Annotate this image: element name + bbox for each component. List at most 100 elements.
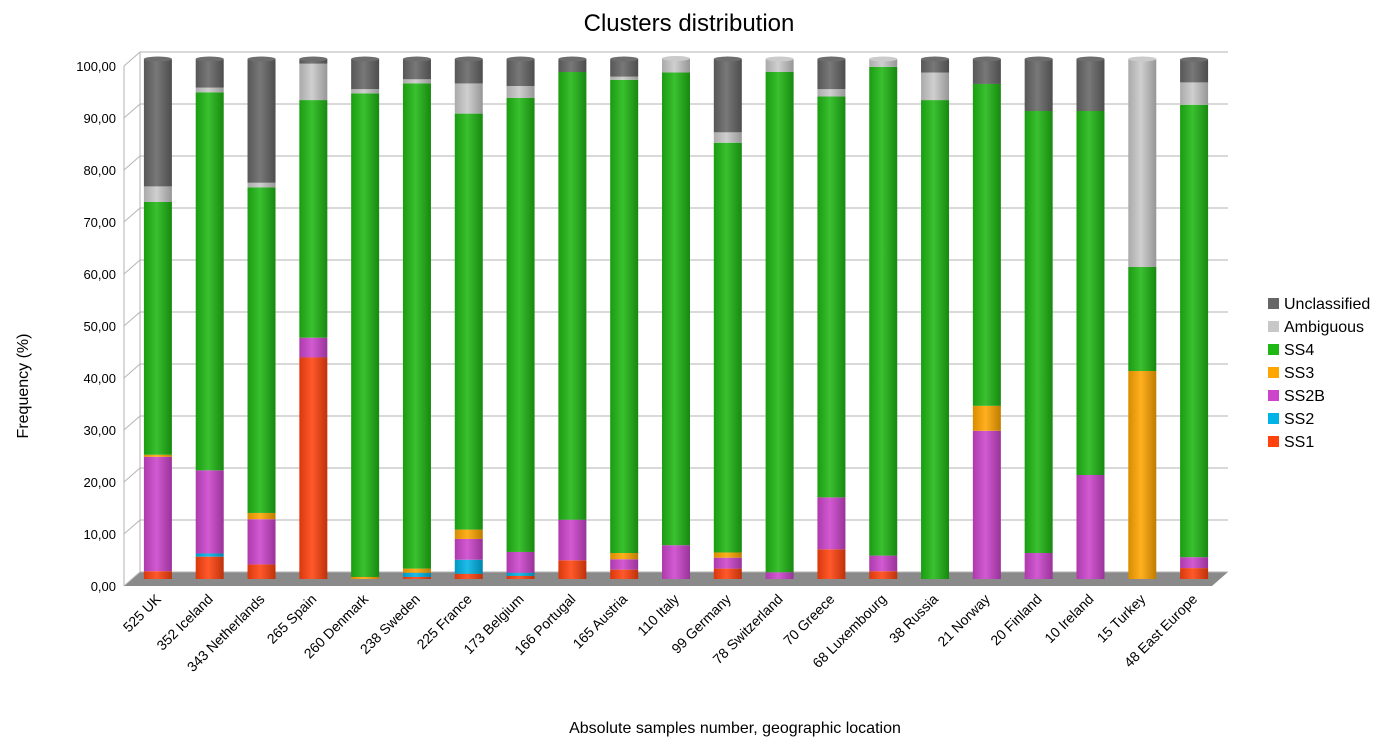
bar-top-cap bbox=[402, 56, 431, 62]
bar-segment-ss1-99-germany bbox=[713, 568, 742, 579]
bar-segment-ss2b-21-norway bbox=[972, 430, 1001, 579]
x-axis-title: Absolute samples number, geographic loca… bbox=[569, 720, 901, 737]
bar-segment-ss4-225-france bbox=[454, 113, 483, 530]
legend-swatch bbox=[1268, 413, 1279, 424]
bar-segment-ss1-68-luxembourg bbox=[869, 571, 898, 579]
bar-segment-unclassified-99-germany bbox=[713, 59, 742, 133]
bar-top-cap bbox=[817, 56, 846, 62]
y-tick-label: 50,00 bbox=[83, 319, 116, 334]
bar-segment-unclassified-343-netherlands bbox=[247, 59, 276, 183]
gridline-depth bbox=[123, 519, 141, 535]
legend-label: SS2B bbox=[1284, 388, 1325, 405]
bar-segment-ambiguous-15-turkey bbox=[1128, 59, 1157, 267]
bar-segment-ss3-260-denmark bbox=[351, 576, 380, 579]
y-tick-label: 60,00 bbox=[83, 267, 116, 282]
x-tick-label: 10 Ireland bbox=[1041, 591, 1096, 646]
bar-segment-ss4-70-greece bbox=[817, 96, 846, 498]
bar-segment-ss2b-48-east-europe bbox=[1180, 557, 1209, 569]
bar-segment-ss3-525-uk bbox=[143, 454, 172, 457]
bar-top-cap bbox=[921, 56, 950, 62]
bar-segment-ambiguous-70-greece bbox=[817, 89, 846, 97]
y-tick-label: 20,00 bbox=[83, 475, 116, 490]
gridline-depth bbox=[123, 155, 141, 171]
bar-segment-ss3-99-germany bbox=[713, 552, 742, 558]
bar-stack-10-ireland bbox=[1076, 56, 1105, 579]
bar-top-cap bbox=[143, 56, 172, 62]
bar-stack-265-spain bbox=[299, 56, 328, 579]
bar-segment-ambiguous-78-switzerland bbox=[765, 59, 794, 72]
y-axis-ticks: 0,00 10,00 20,00 30,00 40,00 50,00 60,00 70,00 8… bbox=[76, 59, 116, 594]
bar-top-cap bbox=[299, 56, 328, 62]
bar-segment-unclassified-38-russia bbox=[921, 59, 950, 73]
gridline-depth bbox=[123, 571, 141, 587]
bar-segment-ss1-352-iceland bbox=[195, 556, 224, 579]
gridline-depth bbox=[123, 415, 141, 431]
bar-segment-unclassified-173-belgium bbox=[506, 59, 535, 87]
legend-item-ss3: SS3 bbox=[1268, 365, 1314, 382]
bar-segment-ss4-38-russia bbox=[921, 100, 950, 579]
bar-segment-ss4-260-denmark bbox=[351, 93, 380, 577]
bar-segment-ambiguous-165-austria bbox=[610, 76, 639, 80]
bar-segment-ss1-48-east-europe bbox=[1180, 568, 1209, 579]
x-tick-label: 165 Austria bbox=[569, 591, 630, 652]
bar-segment-ambiguous-38-russia bbox=[921, 72, 950, 101]
y-axis-title: Frequency (%) bbox=[15, 334, 32, 439]
x-tick-label: 15 Turkey bbox=[1094, 591, 1149, 646]
bar-top-cap bbox=[972, 56, 1001, 62]
bar-segment-unclassified-525-uk bbox=[143, 59, 172, 187]
bar-segment-ss2b-525-uk bbox=[143, 456, 172, 572]
legend-label: Unclassified bbox=[1284, 296, 1370, 313]
legend-swatch bbox=[1268, 344, 1279, 355]
x-tick-label: 525 UK bbox=[120, 590, 165, 635]
bar-stack-173-belgium bbox=[506, 56, 535, 579]
legend-label: SS2 bbox=[1284, 411, 1314, 428]
bar-top-cap bbox=[1180, 57, 1209, 63]
bar-segment-unclassified-21-norway bbox=[972, 59, 1001, 84]
gridline-depth bbox=[123, 467, 141, 483]
legend-item-ss4: SS4 bbox=[1268, 342, 1314, 359]
bar-stack-38-russia bbox=[921, 56, 950, 579]
bar-segment-ss2-352-iceland bbox=[195, 553, 224, 557]
legend-swatch bbox=[1268, 321, 1279, 332]
bar-segment-ss2b-173-belgium bbox=[506, 551, 535, 573]
bar-segment-ss4-166-portugal bbox=[558, 72, 587, 520]
bar-segment-unclassified-225-france bbox=[454, 59, 483, 84]
bar-segment-unclassified-70-greece bbox=[817, 59, 846, 90]
bar-segment-ss4-238-sweden bbox=[402, 83, 431, 569]
legend-item-unclassified: Unclassified bbox=[1268, 296, 1370, 313]
gridline-depth bbox=[123, 207, 141, 223]
bar-segment-ss4-173-belgium bbox=[506, 98, 535, 552]
y-tick-label: 10,00 bbox=[83, 527, 116, 542]
bar-segment-ss1-343-netherlands bbox=[247, 564, 276, 579]
bar-segment-ss2b-70-greece bbox=[817, 497, 846, 550]
y-tick-label: 0,00 bbox=[91, 579, 116, 594]
bar-segment-ss2b-265-spain bbox=[299, 337, 328, 358]
legend-label: SS3 bbox=[1284, 365, 1314, 382]
bar-stack-70-greece bbox=[817, 56, 846, 579]
bar-segment-ss1-173-belgium bbox=[506, 575, 535, 579]
bar-segment-ambiguous-265-spain bbox=[299, 63, 328, 101]
bar-segment-ss2b-20-finland bbox=[1024, 553, 1053, 579]
bar-segment-ss2b-352-iceland bbox=[195, 470, 224, 554]
bar-segment-ss2b-225-france bbox=[454, 538, 483, 560]
bar-segment-ss3-343-netherlands bbox=[247, 512, 276, 520]
legend-swatch bbox=[1268, 390, 1279, 401]
bar-segment-unclassified-165-austria bbox=[610, 59, 639, 77]
bar-segment-ss1-70-greece bbox=[817, 549, 846, 579]
bar-stack-20-finland bbox=[1024, 56, 1053, 579]
bar-top-cap bbox=[247, 56, 276, 62]
bar-segment-ss1-265-spain bbox=[299, 357, 328, 579]
legend-item-ss2: SS2 bbox=[1268, 411, 1314, 428]
y-tick-label: 30,00 bbox=[83, 423, 116, 438]
bar-segment-ambiguous-48-east-europe bbox=[1180, 82, 1209, 105]
bar-stack-225-france bbox=[454, 56, 483, 579]
bar-top-cap bbox=[351, 56, 380, 62]
bar-stack-48-east-europe bbox=[1180, 57, 1209, 579]
bar-stack-260-denmark bbox=[351, 56, 380, 579]
bar-stack-525-uk bbox=[143, 56, 172, 579]
legend-label: SS4 bbox=[1284, 342, 1314, 359]
bar-segment-ss2b-110-italy bbox=[662, 545, 690, 579]
bar-stack-238-sweden bbox=[402, 56, 431, 579]
